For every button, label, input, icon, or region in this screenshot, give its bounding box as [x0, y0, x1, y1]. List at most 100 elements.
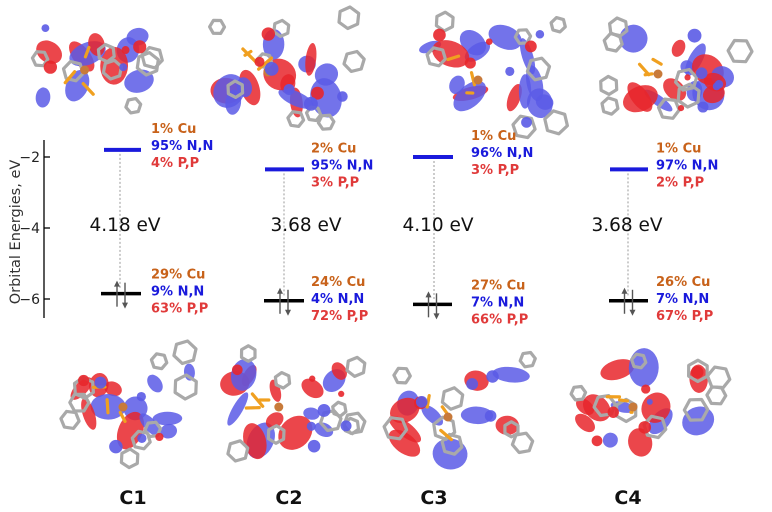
aromatic-ring [96, 42, 116, 64]
lumo-pp-percent: 2% P,P [656, 175, 704, 190]
aromatic-ring [602, 31, 624, 53]
orbital-lobe [278, 415, 313, 450]
orbital-lobe [460, 406, 494, 425]
aromatic-ring [316, 113, 336, 131]
aromatic-ring [382, 416, 409, 441]
homo-nn-percent: 4% N,N [311, 292, 364, 307]
electron-down-arrowhead [629, 309, 636, 316]
aromatic-ring [599, 74, 619, 97]
homo-lumo-gap-label: 4.18 eV [89, 215, 160, 236]
aromatic-ring [440, 386, 465, 411]
homo-nn-percent: 7% N,N [656, 292, 709, 307]
lumo-nn-percent: 96% N,N [471, 146, 533, 161]
phosphorus-bond [118, 410, 127, 423]
aromatic-ring [549, 16, 567, 34]
lumo-nn-percent: 95% N,N [311, 158, 373, 173]
orbital-lobe [628, 348, 659, 387]
orbital-lobe [104, 381, 122, 397]
aromatic-ring [686, 358, 709, 384]
orbital-lobe [488, 24, 522, 50]
orbital-lobe [695, 67, 708, 79]
aromatic-ring [30, 50, 50, 68]
aromatic-ring [629, 352, 648, 370]
aromatic-ring [59, 409, 81, 430]
orbital-lobe [265, 412, 284, 429]
homo-structures [59, 339, 732, 470]
orbital-lobe [464, 41, 491, 62]
energy-levels: 1% Cu 95% N,N 4% P,P 29% Cu 9% N,N 63% P,P 4.1… [89, 122, 718, 327]
orbital-lobe [139, 413, 161, 436]
orbital-lobe [311, 86, 324, 100]
orbital-lobe [591, 435, 603, 447]
complex-names: C1 C2 C3 C4 [119, 487, 641, 509]
orbital-lobe [81, 398, 97, 430]
homo-structure-c2 [220, 344, 367, 463]
aromatic-ring [342, 411, 367, 435]
homo-cu-percent: 29% Cu [151, 268, 205, 283]
orbital-lobe [691, 366, 704, 379]
orbital-lobe [94, 376, 107, 389]
lumo-structures [30, 5, 754, 140]
phosphorus-bond [241, 47, 258, 64]
aromatic-ring [337, 5, 361, 31]
copper-atom [653, 69, 663, 79]
orbital-lobe [261, 27, 276, 41]
orbital-lobe [506, 83, 522, 112]
complex-name: C4 [614, 487, 641, 509]
orbital-lobe [697, 101, 709, 113]
orbital-lobe [317, 404, 331, 417]
orbital-lobe [466, 378, 479, 390]
aromatic-ring [569, 384, 588, 402]
homo-structure-c1 [59, 339, 198, 470]
orbital-lobe [227, 392, 249, 426]
orbital-lobe [109, 439, 123, 454]
orbital-lobe [432, 40, 470, 68]
aromatic-ring [61, 59, 85, 83]
orbital-lobe [121, 46, 130, 55]
homo-nn-percent: 7% N,N [471, 295, 524, 310]
homo-structure-c3 [382, 350, 537, 470]
orbital-lobe [232, 364, 243, 376]
orbital-lobe [305, 43, 317, 76]
phosphorus-bond [446, 54, 461, 62]
aromatic-ring [434, 10, 455, 33]
copper-atom [80, 65, 90, 75]
lumo-structure-c3 [419, 10, 570, 140]
orbital-lobe [337, 91, 348, 102]
orbital-lobe [646, 398, 653, 405]
aromatic-ring [656, 97, 681, 120]
aromatic-ring [208, 18, 227, 36]
orbital-lobe [303, 96, 318, 111]
aromatic-ring [135, 50, 160, 77]
aromatic-ring [525, 56, 552, 82]
aromatic-ring [68, 392, 91, 413]
orbital-lobe [137, 433, 147, 443]
orbital-lobe [36, 40, 63, 64]
phosphorus-bond [469, 71, 477, 87]
phosphorus-bond [651, 57, 663, 66]
orbital-lobe [485, 38, 493, 46]
aromatic-ring [266, 424, 286, 445]
aromatic-ring [705, 365, 732, 390]
electron-up-arrowhead [425, 291, 432, 298]
aromatic-ring [130, 429, 152, 451]
orbital-lobe [243, 423, 267, 460]
electron-down-arrowhead [122, 302, 128, 309]
complex-c2: 2% Cu 95% N,N 3% P,P 24% Cu 4% N,N 72% P,P 3.6… [264, 141, 373, 324]
phosphorus-bond [439, 428, 454, 442]
y-axis-label: Orbital Energies, eV [8, 160, 24, 305]
lumo-structure-c4 [599, 16, 754, 120]
phosphorus-bond [617, 398, 629, 403]
orbital-lobe [88, 33, 105, 57]
orbital-lobe [663, 78, 687, 101]
orbital-lobe [449, 75, 465, 95]
y-axis: −2 −4 −6 Orbital Energies, eV [8, 140, 50, 318]
lumo-cu-percent: 1% Cu [151, 122, 196, 137]
aromatic-ring [543, 109, 570, 136]
orbital-lobe [671, 39, 686, 57]
phosphorus-bond [250, 392, 265, 408]
orbital-lobe [518, 74, 532, 109]
aromatic-ring [149, 352, 169, 371]
copper-atom [473, 75, 483, 85]
